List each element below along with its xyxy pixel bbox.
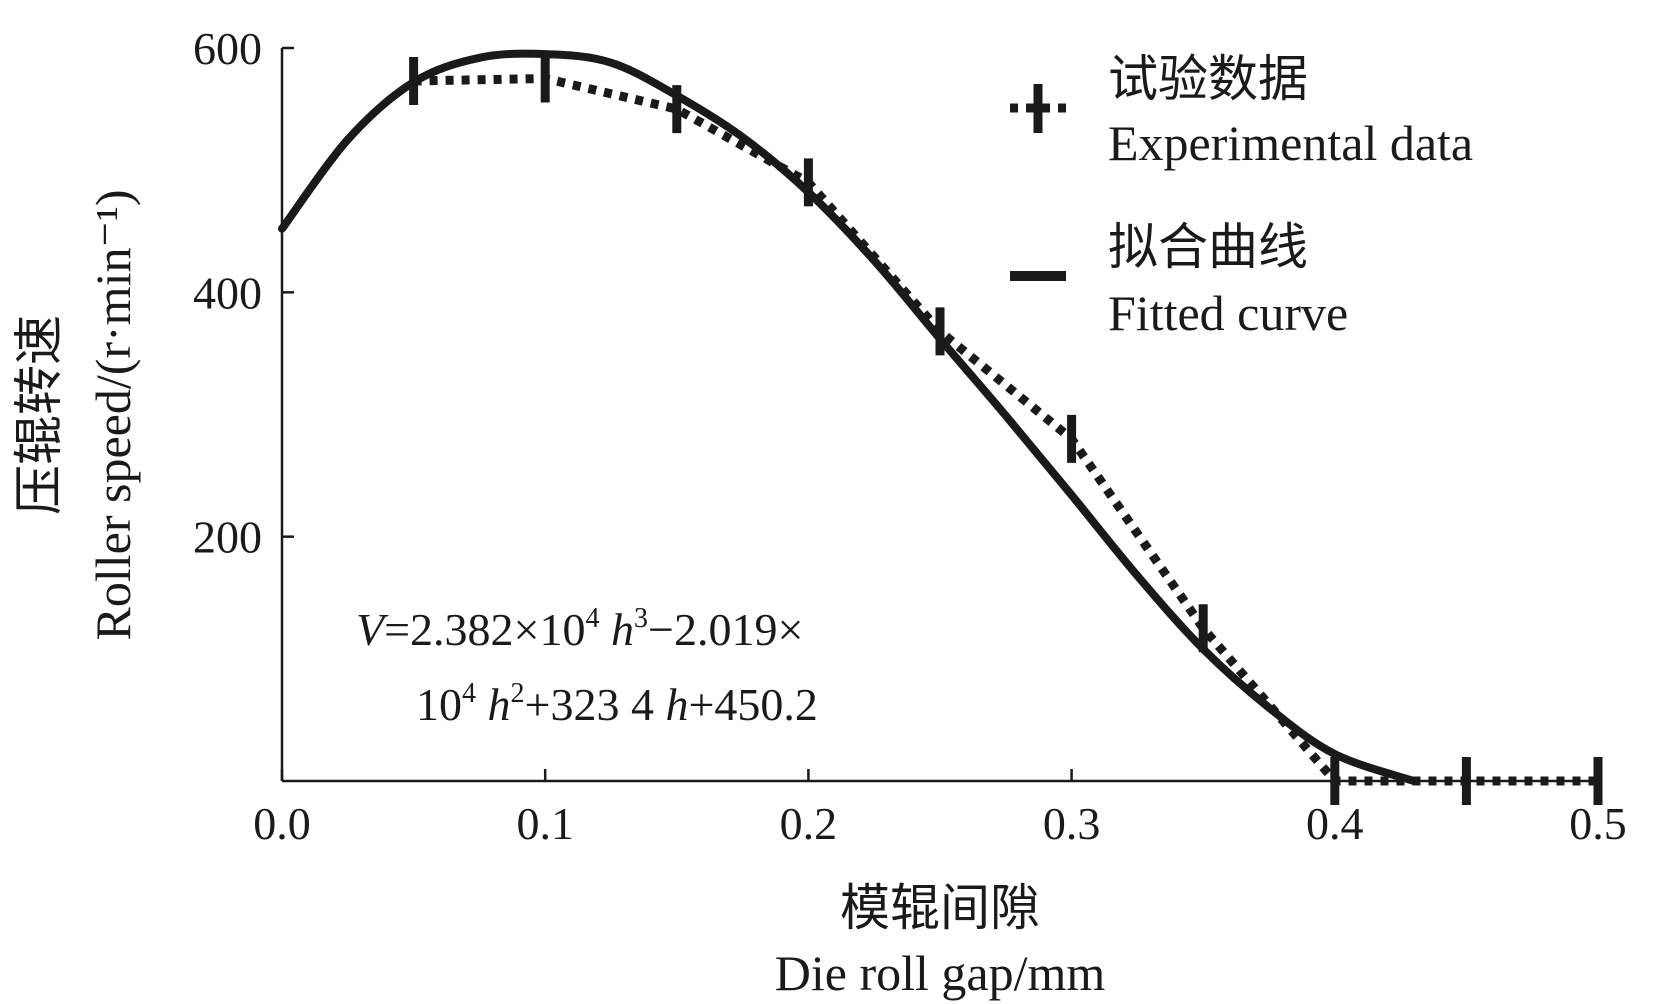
legend-marker-experimental <box>1010 84 1066 133</box>
equation-line-2: 104 h2+323 4 h+450.2 <box>416 678 818 730</box>
x-tick-label: 0.0 <box>253 798 311 849</box>
x-axis-title: Die roll gap/mm <box>775 945 1106 1001</box>
x-tick-label: 0.5 <box>1569 798 1627 849</box>
x-tick-label: 0.2 <box>780 798 838 849</box>
legend-label-fitted-cn: 拟合曲线 <box>1108 219 1308 275</box>
x-tick-label: 0.1 <box>516 798 574 849</box>
y-ticks: 200 400 600 <box>193 23 294 563</box>
experimental-data-line <box>413 73 1598 786</box>
y-tick-label: 200 <box>193 512 262 563</box>
y-axis-title-cn: 压辊转速 <box>11 315 67 515</box>
equation-line-1: V=2.382×104 h3−2.019× <box>356 603 803 655</box>
legend: 试验数据 Experimental data 拟合曲线 Fitted curve <box>1010 51 1473 341</box>
x-tick-label: 0.4 <box>1306 798 1364 849</box>
legend-label-experimental: Experimental data <box>1108 115 1473 171</box>
y-tick-label: 400 <box>193 267 262 318</box>
legend-label-fitted: Fitted curve <box>1108 285 1348 341</box>
x-axis-title-cn: 模辊间隙 <box>840 880 1040 936</box>
y-axis-title: Roller speed/(r·min⁻¹) <box>85 190 141 641</box>
experimental-data-series <box>409 54 1603 805</box>
y-tick-label: 600 <box>193 23 262 74</box>
legend-label-experimental-cn: 试验数据 <box>1108 51 1308 107</box>
x-tick-label: 0.3 <box>1043 798 1101 849</box>
equation-annotation: V=2.382×104 h3−2.019× 104 h2+323 4 h+450… <box>356 603 818 730</box>
